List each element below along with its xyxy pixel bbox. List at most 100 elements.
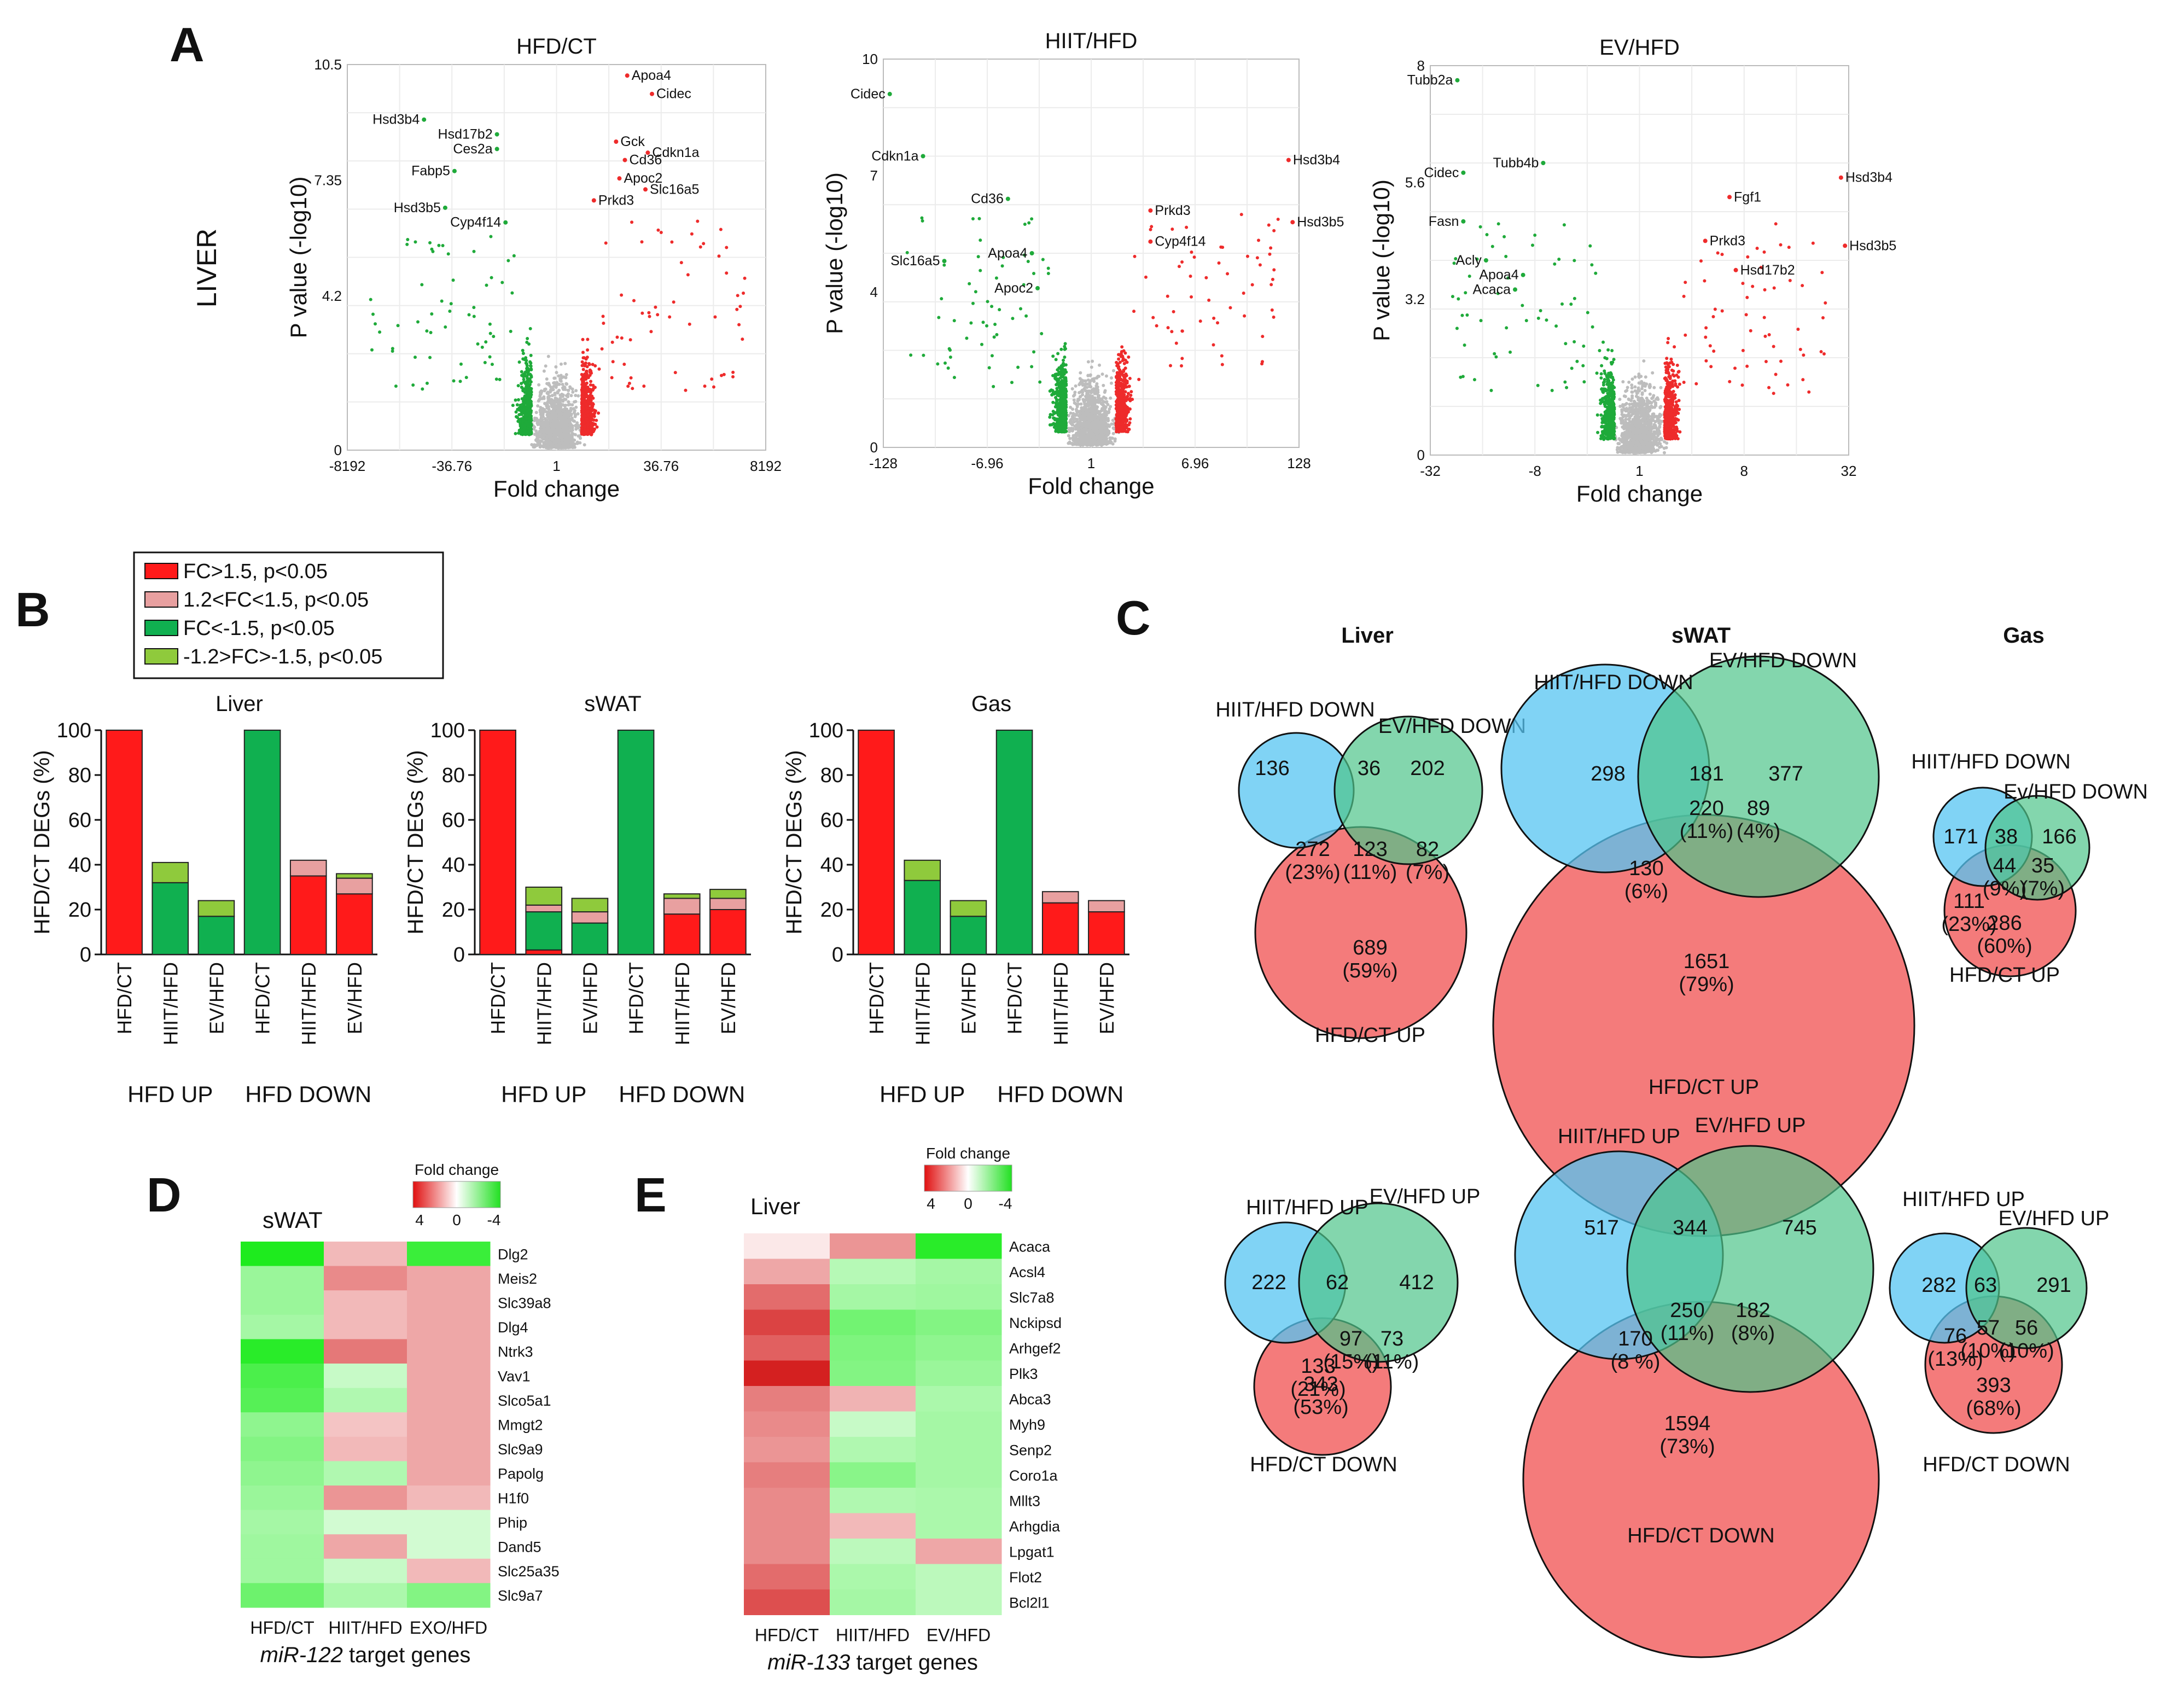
scatter-point-down — [936, 362, 940, 366]
gene-point — [614, 139, 619, 144]
scatter-point-ns — [540, 428, 544, 432]
y-tick-label: 5.6 — [1405, 174, 1425, 191]
scatter-point-ns — [1078, 391, 1081, 394]
scatter-point-up — [725, 271, 729, 275]
scatter-point-ns — [1071, 394, 1075, 398]
scatter-point-ns — [575, 423, 579, 427]
scatter-point-down — [980, 342, 984, 346]
scatter-point-ns — [561, 382, 564, 386]
scatter-point-down — [1027, 221, 1031, 225]
scatter-point-down — [977, 217, 981, 220]
scatter-point-up — [1190, 295, 1193, 299]
scatter-point-down — [506, 259, 510, 263]
scatter-point-up — [1228, 306, 1232, 310]
scatter-point-up — [656, 313, 660, 317]
scatter-point-ns — [1108, 441, 1112, 445]
scatter-point-up — [1261, 335, 1265, 339]
scatter-point-down — [514, 410, 518, 414]
scatter-point-ns — [558, 393, 562, 397]
scatter-point-up — [1166, 326, 1170, 330]
scatter-point-up — [1114, 375, 1118, 378]
scatter-point-ns — [563, 407, 567, 411]
scatter-point-ns — [562, 429, 566, 433]
scatter-point-up — [668, 315, 672, 319]
scatter-point-up — [1198, 319, 1202, 323]
scatter-point-ns — [560, 412, 564, 416]
scatter-point-up — [581, 337, 585, 341]
scatter-point-ns — [567, 429, 571, 433]
scatter-point-ns — [560, 438, 564, 441]
gene-label: Gck — [620, 134, 645, 149]
scatter-point-ns — [536, 418, 540, 422]
scatter-point-up — [1258, 263, 1262, 267]
gene-label: Prkd3 — [598, 193, 634, 208]
scatter-point-up — [629, 376, 633, 380]
scatter-point-ns — [1109, 405, 1113, 409]
scatter-point-down — [1054, 374, 1058, 378]
scatter-point-ns — [533, 416, 537, 420]
scatter-point-down — [494, 377, 498, 381]
scatter-point-up — [648, 314, 651, 318]
scatter-point-ns — [1075, 439, 1079, 442]
scatter-point-up — [1155, 324, 1158, 328]
scatter-point-down — [500, 281, 504, 284]
scatter-point-ns — [1071, 423, 1075, 427]
scatter-point-down — [998, 308, 1001, 312]
scatter-point-up — [642, 385, 646, 388]
scatter-point-up — [632, 299, 636, 302]
scatter-point-ns — [567, 438, 570, 442]
x-tick-label: -8192 — [329, 458, 366, 474]
scatter-point-up — [735, 307, 739, 311]
scatter-point-down — [526, 388, 530, 392]
scatter-point-ns — [566, 418, 569, 422]
scatter-point-up — [1133, 254, 1137, 258]
gene-point — [942, 259, 947, 264]
scatter-point-up — [1260, 362, 1264, 366]
scatter-point-down — [488, 331, 492, 335]
scatter-point-ns — [570, 435, 574, 439]
scatter-point-ns — [1074, 384, 1078, 388]
scatter-point-down — [525, 359, 528, 363]
gene-label: Cidec — [656, 86, 691, 102]
scatter-point-down — [986, 300, 989, 304]
scatter-point-down — [446, 252, 450, 256]
scatter-point-down — [371, 312, 375, 316]
scatter-point-down — [374, 322, 377, 326]
y-tick-label: 4.2 — [322, 288, 342, 304]
scatter-point-up — [737, 323, 741, 327]
scatter-point-up — [1216, 321, 1220, 325]
scatter-point-up — [1125, 396, 1128, 400]
scatter-point-up — [742, 291, 746, 295]
scatter-point-ns — [1633, 385, 1637, 389]
scatter-point-ns — [557, 423, 561, 427]
scatter-point-up — [649, 330, 653, 334]
scatter-point-up — [1150, 225, 1154, 229]
scatter-point-down — [488, 355, 492, 359]
scatter-point-ns — [539, 439, 543, 443]
scatter-point-up — [1180, 260, 1184, 264]
scatter-point-up — [1180, 357, 1184, 360]
scatter-point-up — [584, 402, 588, 406]
scatter-point-down — [942, 263, 946, 267]
scatter-point-up — [583, 424, 587, 428]
scatter-point-down — [1056, 406, 1060, 410]
scatter-point-up — [1125, 360, 1129, 364]
scatter-point-up — [611, 360, 615, 364]
scatter-point-down — [976, 255, 980, 259]
gene-label: Slc16a5 — [650, 182, 699, 197]
scatter-point-up — [1117, 365, 1121, 369]
scatter-point-ns — [1658, 419, 1662, 423]
scatter-point-down — [529, 361, 533, 365]
scatter-point-ns — [1076, 424, 1080, 428]
scatter-point-down — [529, 367, 533, 371]
scatter-point-ns — [1094, 422, 1098, 426]
scatter-point-ns — [1630, 377, 1634, 381]
scatter-point-ns — [535, 435, 539, 439]
scatter-point-up — [1121, 428, 1125, 432]
scatter-point-up — [1272, 268, 1276, 272]
scatter-point-ns — [1630, 386, 1634, 390]
scatter-point-ns — [568, 403, 572, 406]
scatter-point-ns — [532, 444, 535, 448]
x-tick-label: 1 — [1087, 455, 1095, 471]
